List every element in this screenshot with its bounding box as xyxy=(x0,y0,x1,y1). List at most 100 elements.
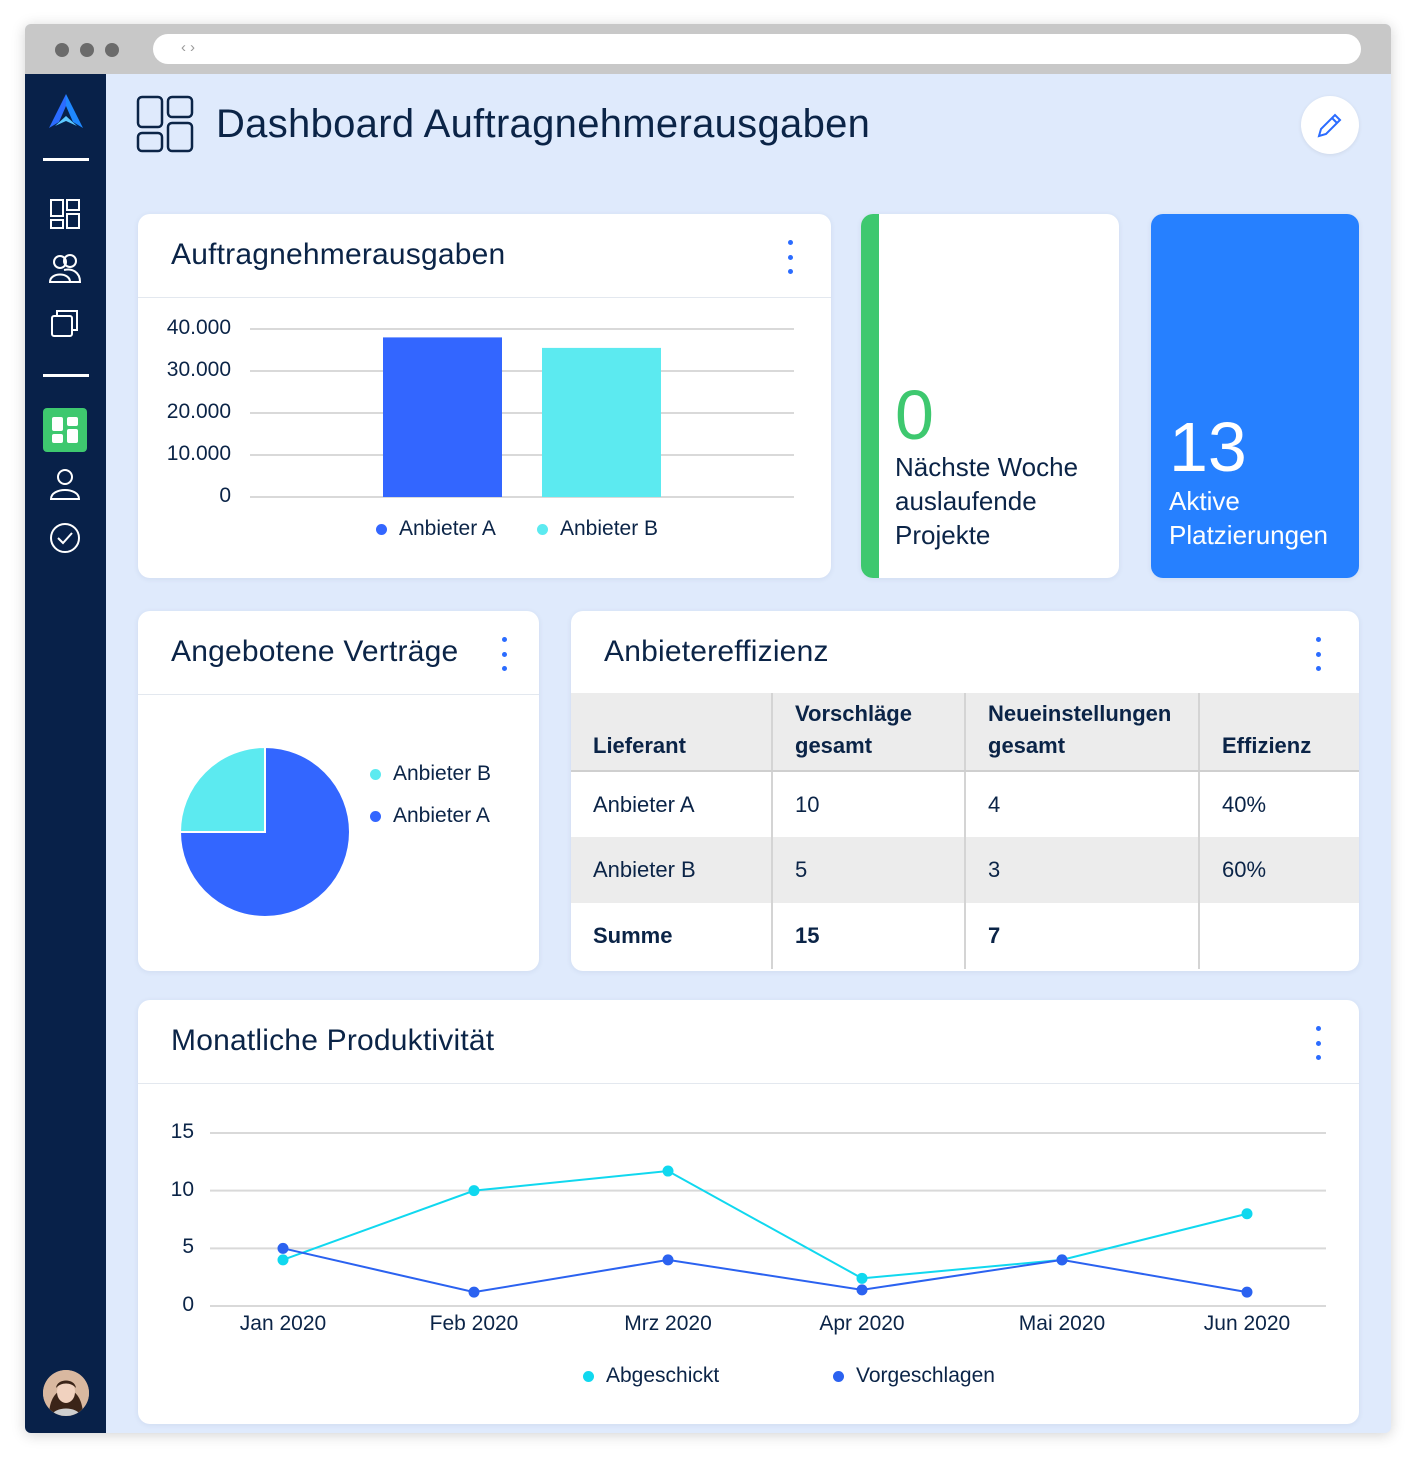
legend-dot xyxy=(537,523,548,535)
bar xyxy=(383,337,502,497)
y-tick-label: 30.000 xyxy=(166,358,231,381)
line-chart xyxy=(210,1132,1326,1307)
line-legend-proposed: Vorgeschlagen xyxy=(833,1364,995,1388)
page-header: Dashboard Auftragnehmerausgaben xyxy=(136,94,870,154)
data-point xyxy=(1056,1254,1068,1266)
address-bar[interactable]: ‹› xyxy=(153,34,1361,64)
kpi-label-line: Aktive xyxy=(1169,486,1240,516)
sidebar-item-profile[interactable] xyxy=(43,462,87,506)
window-minimize-dot[interactable] xyxy=(80,43,94,57)
browser-chrome: ‹› xyxy=(25,24,1391,74)
legend-label: Abgeschickt xyxy=(606,1364,720,1387)
legend-dot xyxy=(370,810,381,822)
more-menu-button[interactable] xyxy=(499,637,509,671)
sidebar-item-dashboard-active[interactable] xyxy=(43,408,87,452)
x-tick-label: Feb 2020 xyxy=(429,1312,519,1335)
dashboards-icon xyxy=(50,199,80,229)
back-forward-icon[interactable]: ‹› xyxy=(181,39,199,56)
data-point xyxy=(468,1185,480,1197)
kpi-expiring-card[interactable]: 0 Nächste Woche auslaufende Projekte xyxy=(861,214,1119,578)
table-cell xyxy=(1198,903,1359,969)
legend-dot xyxy=(376,523,387,535)
user-avatar[interactable] xyxy=(43,1370,89,1416)
sidebar-item-tasks[interactable] xyxy=(43,516,87,560)
table-cell: Summe xyxy=(593,923,673,948)
legend-dot xyxy=(833,1370,844,1382)
card-header: Monatliche Produktivität xyxy=(138,1000,1359,1084)
legend-dot xyxy=(583,1370,594,1382)
table-cell: Anbieter A xyxy=(593,791,695,817)
kpi-label-line: auslaufende xyxy=(895,486,1037,516)
sidebar-item-users[interactable] xyxy=(43,246,87,290)
table-total-row[interactable]: Summe 15 7 xyxy=(571,903,1359,969)
x-tick-label: Mrz 2020 xyxy=(624,1312,712,1335)
card-header: Anbietereffizienz xyxy=(571,611,1359,695)
y-tick-label: 0 xyxy=(182,1293,194,1316)
profile-icon xyxy=(49,469,81,500)
line-legend-sent: Abgeschickt xyxy=(583,1364,719,1388)
pie-legend-a: Anbieter A xyxy=(370,804,490,828)
data-point xyxy=(1241,1286,1253,1298)
bar xyxy=(542,347,661,497)
data-point xyxy=(277,1242,289,1254)
window-maximize-dot[interactable] xyxy=(105,43,119,57)
more-menu-button[interactable] xyxy=(1313,1026,1323,1060)
y-tick-label: 20.000 xyxy=(166,400,231,423)
kpi-label-line: Nächste Woche xyxy=(895,452,1079,482)
kpi-value: 13 xyxy=(1169,408,1247,486)
legend-label: Anbieter B xyxy=(560,517,659,540)
x-tick-label: Jun 2020 xyxy=(1203,1312,1291,1335)
table-cell: 60% xyxy=(1198,837,1359,903)
sidebar-divider xyxy=(43,158,89,161)
legend-label: Anbieter B xyxy=(393,762,492,785)
y-tick-label: 10 xyxy=(170,1177,194,1201)
window-close-dot[interactable] xyxy=(55,43,69,57)
card-title: Auftragnehmerausgaben xyxy=(171,238,506,271)
table-cell: 5 xyxy=(771,837,965,903)
sidebar xyxy=(25,74,106,1433)
table-row[interactable]: Anbieter A 10 4 40% xyxy=(571,771,1359,837)
data-point xyxy=(662,1254,674,1266)
data-point xyxy=(468,1286,480,1298)
table-cell: 15 xyxy=(771,903,965,969)
kpi-label-line: Platzierungen xyxy=(1169,520,1328,550)
pencil-icon xyxy=(1317,113,1342,138)
dashboard-active-icon xyxy=(52,417,78,443)
more-menu-button[interactable] xyxy=(785,240,795,274)
table-cell: 7 xyxy=(964,903,1199,969)
more-menu-button[interactable] xyxy=(1313,637,1323,671)
bar-chart xyxy=(250,328,794,498)
table-row[interactable]: Anbieter B 5 3 60% xyxy=(571,837,1359,903)
sidebar-divider xyxy=(43,374,89,377)
y-tick-label: 40.000 xyxy=(166,316,231,339)
card-header: Angebotene Verträge xyxy=(138,611,539,695)
card-title: Angebotene Verträge xyxy=(171,635,459,668)
card-title: Anbietereffizienz xyxy=(604,635,829,668)
data-point xyxy=(856,1272,868,1284)
efficiency-card: Anbietereffizienz Lieferant Vorschläge g… xyxy=(571,611,1359,971)
edit-dashboard-button[interactable] xyxy=(1301,96,1359,154)
legend-label: Anbieter A xyxy=(399,517,496,540)
kpi-label: Nächste Woche auslaufende Projekte xyxy=(895,450,1078,552)
y-tick-label: 15 xyxy=(170,1120,194,1143)
sidebar-item-projects[interactable] xyxy=(43,300,87,344)
column-header[interactable]: Lieferant xyxy=(571,693,772,772)
brand-logo-icon[interactable] xyxy=(45,92,87,132)
table-cell: 4 xyxy=(964,771,1199,837)
users-icon xyxy=(48,254,82,283)
app-window: ‹› xyxy=(25,24,1391,1433)
check-circle-icon xyxy=(50,523,80,553)
pie-slice xyxy=(178,745,266,833)
y-tick-label: 10.000 xyxy=(166,442,231,465)
column-header[interactable]: Effizienz xyxy=(1198,693,1359,772)
table-header-row: Lieferant Vorschläge gesamt Neueinstellu… xyxy=(571,693,1359,772)
column-header[interactable]: Vorschläge gesamt xyxy=(771,693,965,772)
card-title: Monatliche Produktivität xyxy=(171,1024,495,1057)
kpi-active-card[interactable]: 13 Aktive Platzierungen xyxy=(1151,214,1359,578)
table-cell: 3 xyxy=(964,837,1199,903)
series-line xyxy=(282,1247,1248,1294)
sidebar-item-dashboards[interactable] xyxy=(43,192,87,236)
kpi-value: 0 xyxy=(895,376,934,454)
column-header[interactable]: Neueinstellungen gesamt xyxy=(964,693,1199,772)
kpi-label-line: Projekte xyxy=(895,520,991,550)
